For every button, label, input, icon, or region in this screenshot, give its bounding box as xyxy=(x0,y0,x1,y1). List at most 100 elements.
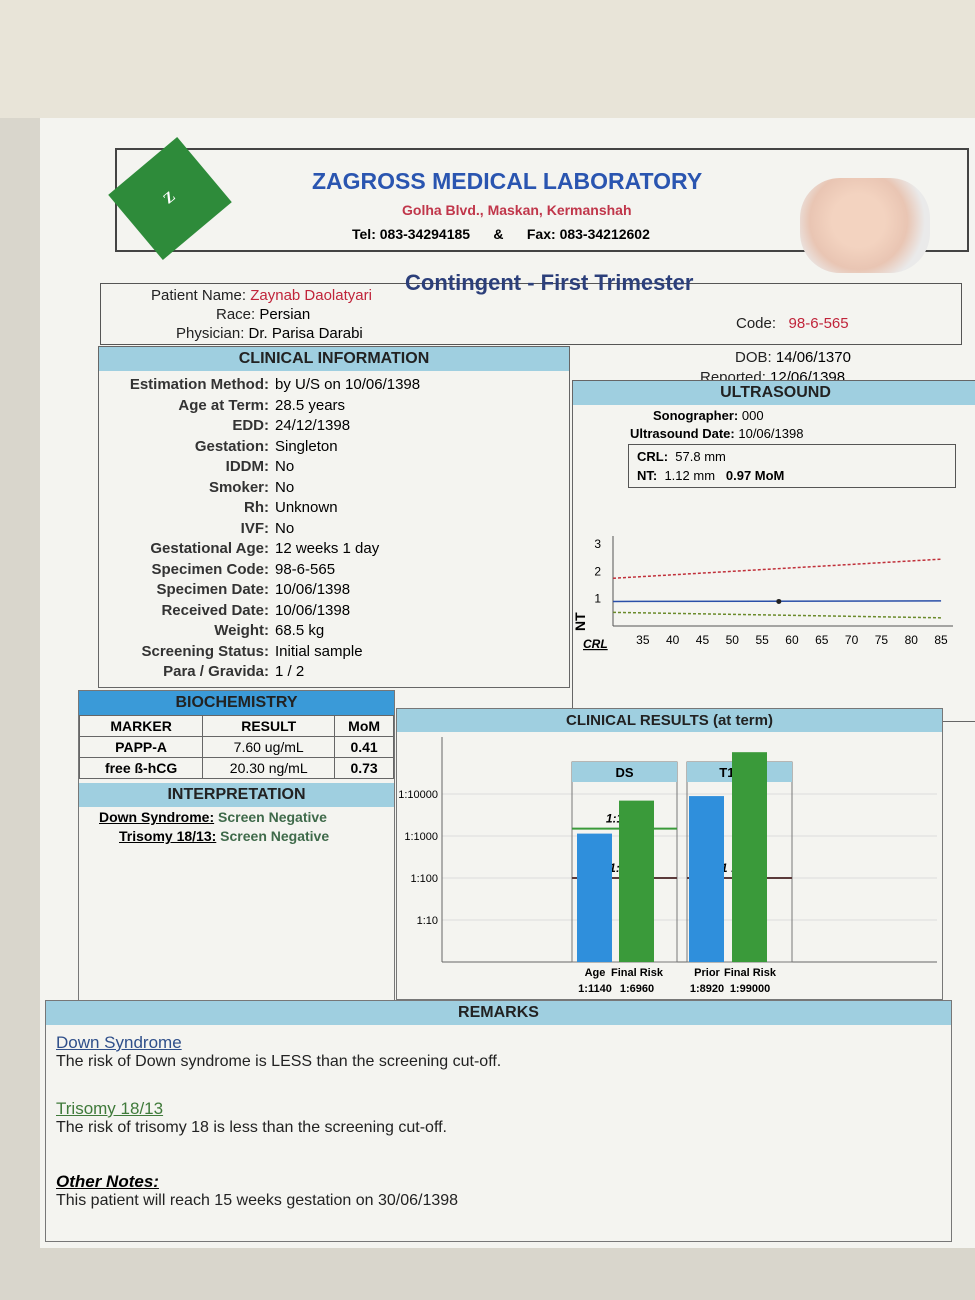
bar-label: Prior xyxy=(694,967,720,979)
clinical-fields: Estimation Method: by U/S on 10/06/1398 Ag… xyxy=(99,371,569,687)
mom: 0.41 xyxy=(334,736,394,758)
y-tick-label: 1 xyxy=(594,592,601,606)
y-axis-label: NT xyxy=(573,612,588,631)
remark-t-text: The risk of trisomy 18 is less than the … xyxy=(56,1119,447,1136)
baby-photo xyxy=(800,178,930,273)
crl-label: CRL: xyxy=(637,449,669,464)
series-line xyxy=(612,611,942,619)
col-mom: MoM xyxy=(334,715,394,737)
physician: Dr. Parisa Darabi xyxy=(248,325,363,342)
field-label: IVF: xyxy=(240,519,269,537)
us-date: 10/06/1398 xyxy=(738,426,804,441)
y-tick-label: 3 xyxy=(594,537,601,551)
nt-chart: 1 2 3 35 40 45 50 55 60 65 70 75 80 85 CRL NT xyxy=(573,536,953,651)
risk-bar xyxy=(577,833,612,962)
sonographer: 000 xyxy=(741,408,764,423)
code-label: Code: xyxy=(736,315,777,332)
report-page: Z ZAGROSS MEDICAL LABORATORY Golha Blvd.… xyxy=(40,118,975,1248)
field-value: 98-6-565 xyxy=(275,560,336,578)
report-title: Contingent - First Trimester xyxy=(405,270,694,295)
race: Persian xyxy=(259,306,311,323)
group-header xyxy=(572,762,677,782)
x-axis-label: CRL xyxy=(583,637,608,651)
group-name: DS xyxy=(615,765,633,780)
race-label: Race: xyxy=(216,306,256,323)
x-tick-label: 60 xyxy=(785,633,799,647)
field-value: Singleton xyxy=(275,437,338,455)
x-tick-label: 35 xyxy=(636,633,650,647)
x-tick-label: 85 xyxy=(934,633,948,647)
bar-value: 1:1140 xyxy=(578,983,612,995)
field-label: Age at Term: xyxy=(178,396,269,414)
us-date-label: Ultrasound Date: xyxy=(630,426,735,441)
remarks-title: REMARKS xyxy=(46,1001,951,1025)
field-label: Smoker: xyxy=(208,478,269,496)
bar-label: Final Risk xyxy=(724,967,777,979)
remark-ds-heading: Down Syndrome xyxy=(56,1033,182,1052)
field-label: Specimen Date: xyxy=(156,581,269,598)
ultrasound-section: ULTRASOUND Sonographer: 000 Ultrasound D… xyxy=(572,380,975,722)
field-value: Initial sample xyxy=(275,642,363,660)
ds-result: Screen Negative xyxy=(218,809,327,825)
interpretation-title: INTERPRETATION xyxy=(79,783,394,807)
x-tick-label: 80 xyxy=(905,633,919,647)
col-marker: MARKER xyxy=(78,715,204,737)
tel-label: Tel: xyxy=(352,226,376,242)
lab-header: Z ZAGROSS MEDICAL LABORATORY Golha Blvd.… xyxy=(108,137,969,260)
field-label: Received Date: xyxy=(161,601,269,619)
x-tick-label: 65 xyxy=(815,633,829,647)
patient-box: Patient Name: Zaynab Daolatyari Race: Pe… xyxy=(100,283,962,345)
table-row: free ß-hCG 20.30 ng/mL 0.73 xyxy=(78,757,394,779)
x-tick-label: 55 xyxy=(755,633,769,647)
remarks-section: REMARKS Down Syndrome The risk of Down s… xyxy=(45,1000,952,1242)
sonographer-label: Sonographer: xyxy=(653,408,739,423)
risk-bar xyxy=(689,796,724,962)
x-tick-label: 75 xyxy=(875,633,889,647)
result: 7.60 ug/mL xyxy=(202,736,336,758)
bar-value: 1:99000 xyxy=(730,983,770,995)
tel: 083-34294185 xyxy=(379,226,471,242)
risk-chart: 1:101:1001:10001:10000DS1:1001:1500T18/1… xyxy=(398,737,937,995)
field-value: 10/06/1398 xyxy=(275,601,351,619)
crl: 57.8 mm xyxy=(675,449,726,464)
dob-label: DOB: xyxy=(735,349,772,366)
x-tick-label: 40 xyxy=(666,633,680,647)
field-label: Para / Gravida: xyxy=(163,663,269,680)
marker: free ß-hCG xyxy=(78,757,204,779)
patient-point xyxy=(776,598,782,604)
nt-label: NT: xyxy=(637,468,658,483)
field-value: No xyxy=(275,478,295,496)
remark-ds-text: The risk of Down syndrome is LESS than t… xyxy=(56,1053,502,1070)
table-row: PAPP-A 7.60 ug/mL 0.41 xyxy=(78,736,394,758)
risk-bar xyxy=(619,800,654,962)
field-label: Screening Status: xyxy=(141,642,269,660)
notes-text: This patient will reach 15 weeks gestati… xyxy=(56,1192,459,1209)
amp: & xyxy=(493,226,504,242)
field-value: 12 weeks 1 day xyxy=(275,540,380,557)
x-tick-label: 50 xyxy=(726,633,740,647)
field-value: Unknown xyxy=(275,499,338,516)
field-label: Estimation Method: xyxy=(129,376,269,393)
field-label: Gestation: xyxy=(194,437,269,455)
y-tick-label: 1:1000 xyxy=(404,831,438,843)
field-value: 68.5 kg xyxy=(275,622,325,639)
col-result: RESULT xyxy=(202,715,336,737)
nt-mom: 0.97 MoM xyxy=(725,468,785,483)
measurements-box: CRL: 57.8 mm NT: 1.12 mm 0.97 MoM xyxy=(628,444,956,488)
t-result: Screen Negative xyxy=(220,828,330,844)
field-value: 1 / 2 xyxy=(275,663,305,680)
field-value: 28.5 years xyxy=(275,396,346,414)
fax: 083-34212602 xyxy=(559,226,650,242)
lab-name: ZAGROSS MEDICAL LABORATORY xyxy=(312,168,703,194)
field-value: No xyxy=(275,519,295,537)
marker: PAPP-A xyxy=(78,736,204,758)
x-tick-label: 45 xyxy=(696,633,710,647)
x-tick-label: 70 xyxy=(845,633,859,647)
field-label: Specimen Code: xyxy=(151,560,269,578)
field-label: EDD: xyxy=(232,417,269,434)
remark-t-heading: Trisomy 18/13 xyxy=(56,1099,164,1118)
ultrasound-title: ULTRASOUND xyxy=(573,381,975,405)
field-value: 10/06/1398 xyxy=(275,581,351,598)
fax-label: Fax: xyxy=(526,226,556,242)
lab-logo: Z xyxy=(108,137,232,260)
